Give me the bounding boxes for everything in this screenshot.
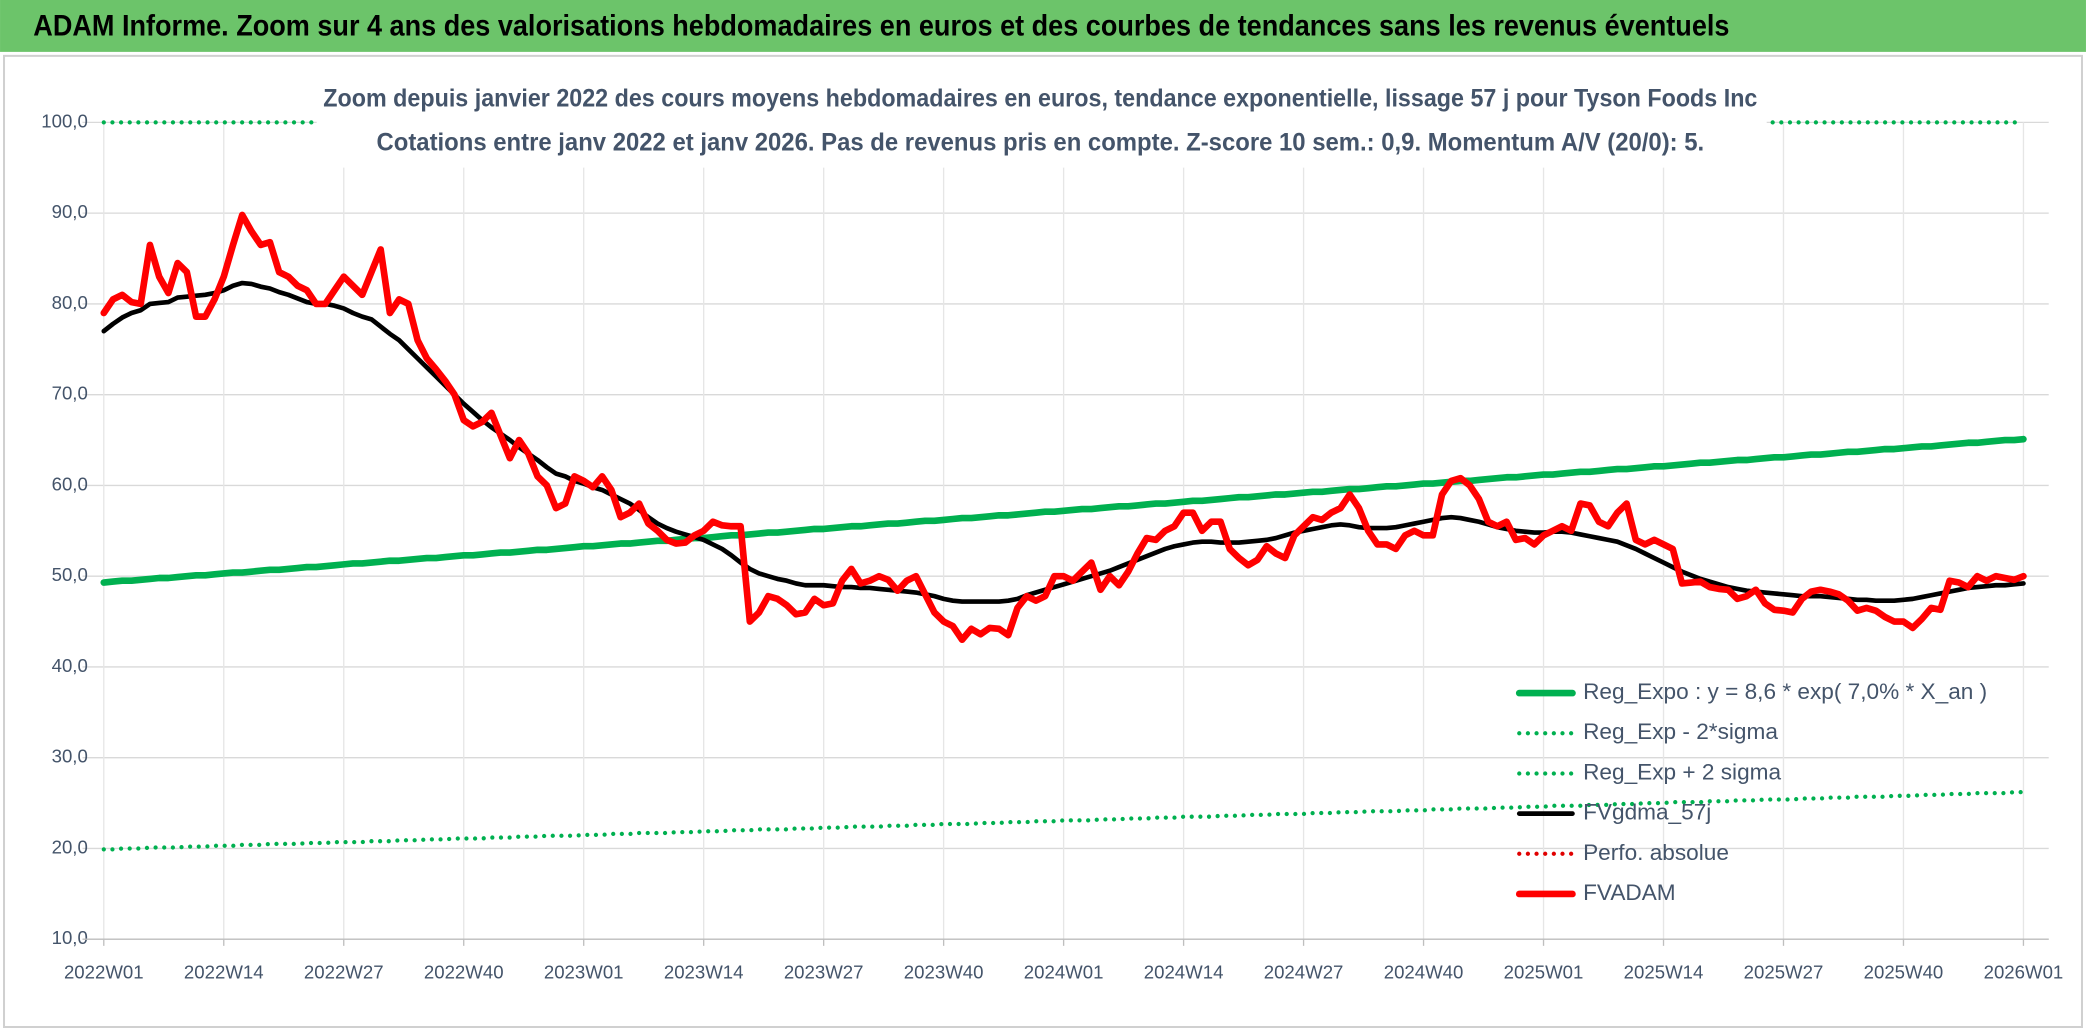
y-tick-label: 100,0 xyxy=(41,110,88,131)
y-tick-label: 20,0 xyxy=(52,836,88,857)
y-tick-label: 50,0 xyxy=(52,564,88,585)
x-tick-label: 2025W40 xyxy=(1864,962,1944,983)
x-tick-label: 2023W27 xyxy=(784,962,864,983)
x-tick-label: 2024W14 xyxy=(1144,962,1224,983)
y-tick-label: 30,0 xyxy=(52,746,88,767)
chart-frame xyxy=(3,54,2083,1029)
x-tick-label: 2022W40 xyxy=(424,962,504,983)
header-band xyxy=(0,0,2086,52)
x-tick-label: 2023W01 xyxy=(544,962,624,983)
x-tick-label: 2024W27 xyxy=(1264,962,1344,983)
x-tick-label: 2026W01 xyxy=(1984,962,2064,983)
y-tick-label: 40,0 xyxy=(52,655,88,676)
y-tick-label: 80,0 xyxy=(52,292,88,313)
series-line xyxy=(100,435,2027,586)
y-tick-label: 10,0 xyxy=(52,927,88,948)
x-tick-label: 2025W27 xyxy=(1744,962,1824,983)
legend-label: FVADAM xyxy=(1583,880,1676,905)
legend-label: Reg_Exp - 2*sigma xyxy=(1583,719,1778,744)
x-tick-label: 2024W01 xyxy=(1024,962,1104,983)
header-title: ADAM Informe. Zoom sur 4 ans des valoris… xyxy=(33,11,1729,43)
x-tick-label: 2025W14 xyxy=(1624,962,1704,983)
legend-label: Perfo. absolue xyxy=(1583,840,1729,865)
x-tick-label: 2025W01 xyxy=(1504,962,1584,983)
x-tick-label: 2024W40 xyxy=(1384,962,1464,983)
x-tick-label: 2023W40 xyxy=(904,962,984,983)
chart-subtitle: Cotations entre janv 2022 et janv 2026. … xyxy=(377,128,1705,156)
series-line xyxy=(100,211,2027,644)
y-tick-label: 70,0 xyxy=(52,383,88,404)
legend-label: Reg_Expo : y = 8,6 * exp( 7,0% * X_an ) xyxy=(1583,679,1987,704)
x-tick-label: 2022W14 xyxy=(184,962,264,983)
y-tick-label: 90,0 xyxy=(52,201,88,222)
legend-label: FVgdma_57j xyxy=(1583,800,1711,825)
y-tick-label: 60,0 xyxy=(52,473,88,494)
title-box xyxy=(316,77,1767,168)
legend-label: Reg_Exp + 2 sigma xyxy=(1583,759,1781,784)
x-tick-label: 2023W14 xyxy=(664,962,744,983)
series-line xyxy=(101,790,2026,852)
x-tick-label: 2022W01 xyxy=(64,962,144,983)
chart-title: Zoom depuis janvier 2022 des cours moyen… xyxy=(323,84,1757,112)
x-tick-label: 2022W27 xyxy=(304,962,384,983)
